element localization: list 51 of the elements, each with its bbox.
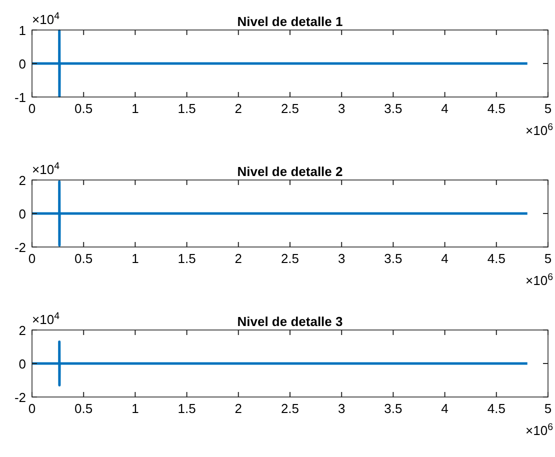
text: ×10$^{4}$	[32, 310, 60, 327]
x-tick-label: 3	[338, 251, 346, 266]
x-tick-label: 1	[132, 401, 139, 416]
y-tick-label: -2	[14, 240, 26, 255]
x-tick-label: 2	[234, 101, 242, 116]
y-tick-label: 0	[18, 56, 26, 72]
x-tick-label: 1.5	[178, 251, 196, 266]
x-tick-label: 2.5	[280, 251, 300, 266]
y-tick-label: -2	[14, 390, 26, 405]
x-tick-label: 4	[441, 101, 448, 116]
text: ×10$^{6}$	[526, 422, 553, 438]
x-tick-label: 2	[234, 401, 242, 416]
x-tick-label: 3	[338, 101, 346, 116]
text: ×10$^{4}$	[32, 10, 60, 27]
chart-title: Nivel de detalle 1	[237, 14, 343, 29]
x-tick-label: 0	[28, 101, 36, 116]
x-tick-label: 0	[28, 401, 36, 416]
y-tick-label: 2	[18, 173, 26, 188]
x-tick-label: 5	[544, 251, 552, 266]
chart-title: Nivel de detalle 3	[237, 314, 343, 329]
x-tick-label: 4.5	[487, 251, 506, 266]
x-tick-label: 0.5	[74, 101, 93, 116]
x-tick-label: 3	[338, 401, 346, 416]
y-tick-label: 2	[18, 323, 26, 338]
x-tick-label: 1	[132, 101, 139, 116]
x-tick-label: 3.5	[384, 401, 402, 416]
x-tick-label: 1.5	[178, 401, 196, 416]
x-tick-label: 4	[441, 401, 448, 416]
text: ×10$^{6}$	[526, 122, 553, 138]
x-tick-label: 2	[234, 251, 242, 266]
y-tick-label: 1	[18, 23, 26, 38]
text: ×10$^{4}$	[32, 160, 60, 177]
x-tick-label: 4	[441, 251, 448, 266]
y-tick-label: 0	[18, 356, 26, 372]
x-tick-label: 0.5	[74, 251, 93, 266]
x-tick-label: 4.5	[487, 401, 506, 416]
text: ×10$^{6}$	[526, 272, 553, 288]
x-tick-label: 1	[132, 251, 139, 266]
x-tick-label: 0	[28, 251, 36, 266]
x-tick-label: 2.5	[280, 401, 300, 416]
x-tick-label: 4.5	[487, 101, 506, 116]
x-tick-label: 5	[544, 101, 552, 116]
x-tick-label: 1.5	[178, 101, 196, 116]
chart-title: Nivel de detalle 2	[237, 164, 343, 179]
x-tick-label: 5	[544, 401, 552, 416]
x-tick-label: 3.5	[384, 101, 402, 116]
y-tick-label: -1	[14, 90, 26, 105]
x-tick-label: 3.5	[384, 251, 402, 266]
x-tick-label: 0.5	[74, 401, 93, 416]
y-tick-label: 0	[18, 206, 26, 222]
x-tick-label: 2.5	[280, 101, 300, 116]
